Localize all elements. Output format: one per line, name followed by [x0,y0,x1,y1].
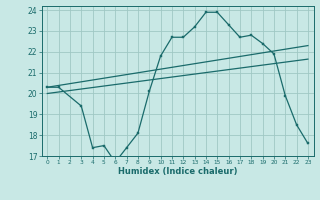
X-axis label: Humidex (Indice chaleur): Humidex (Indice chaleur) [118,167,237,176]
